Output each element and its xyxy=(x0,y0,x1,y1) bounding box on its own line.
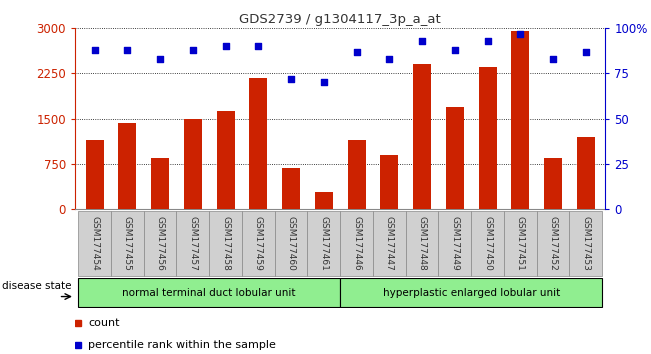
Point xyxy=(220,44,230,49)
Bar xyxy=(570,211,602,276)
Text: GSM177448: GSM177448 xyxy=(417,216,426,271)
Point xyxy=(450,47,460,53)
Bar xyxy=(282,168,300,209)
Point xyxy=(253,44,264,49)
Text: GSM177458: GSM177458 xyxy=(221,216,230,271)
Bar xyxy=(438,211,471,276)
Bar xyxy=(144,211,176,276)
Bar xyxy=(151,158,169,209)
Text: disease state: disease state xyxy=(2,281,72,291)
Bar xyxy=(209,211,242,276)
Bar xyxy=(78,279,340,307)
Bar xyxy=(249,78,268,209)
Bar xyxy=(275,211,307,276)
Text: GSM177449: GSM177449 xyxy=(450,216,459,271)
Point xyxy=(187,47,198,53)
Bar xyxy=(315,192,333,209)
Text: GSM177453: GSM177453 xyxy=(581,216,590,271)
Point xyxy=(89,47,100,53)
Point xyxy=(318,80,329,85)
Bar xyxy=(242,211,275,276)
Bar xyxy=(307,211,340,276)
Bar xyxy=(340,279,602,307)
Bar xyxy=(577,137,595,209)
Point xyxy=(515,31,525,36)
Bar xyxy=(478,67,497,209)
Text: GSM177451: GSM177451 xyxy=(516,216,525,271)
Text: GSM177447: GSM177447 xyxy=(385,216,394,271)
Point xyxy=(122,47,132,53)
Bar xyxy=(504,211,536,276)
Bar xyxy=(118,123,136,209)
Bar xyxy=(348,140,365,209)
Bar xyxy=(217,112,234,209)
Bar xyxy=(176,211,209,276)
Text: GSM177457: GSM177457 xyxy=(188,216,197,271)
Text: percentile rank within the sample: percentile rank within the sample xyxy=(88,339,276,350)
Text: GSM177452: GSM177452 xyxy=(549,216,557,271)
Bar xyxy=(471,211,504,276)
Text: GSM177455: GSM177455 xyxy=(123,216,132,271)
Bar xyxy=(184,119,202,209)
Title: GDS2739 / g1304117_3p_a_at: GDS2739 / g1304117_3p_a_at xyxy=(240,13,441,26)
Text: GSM177460: GSM177460 xyxy=(286,216,296,271)
Text: GSM177446: GSM177446 xyxy=(352,216,361,271)
Bar xyxy=(544,158,562,209)
Bar xyxy=(413,64,431,209)
Bar xyxy=(406,211,438,276)
Bar xyxy=(373,211,406,276)
Text: normal terminal duct lobular unit: normal terminal duct lobular unit xyxy=(122,288,296,298)
Bar xyxy=(511,32,529,209)
Bar xyxy=(85,140,104,209)
Point xyxy=(155,56,165,62)
Text: GSM177459: GSM177459 xyxy=(254,216,263,271)
Text: GSM177450: GSM177450 xyxy=(483,216,492,271)
Text: GSM177454: GSM177454 xyxy=(90,216,99,271)
Bar xyxy=(111,211,144,276)
Point xyxy=(384,56,395,62)
Text: GSM177456: GSM177456 xyxy=(156,216,165,271)
Text: count: count xyxy=(88,318,119,329)
Text: hyperplastic enlarged lobular unit: hyperplastic enlarged lobular unit xyxy=(383,288,560,298)
Bar xyxy=(340,211,373,276)
Point xyxy=(417,38,427,44)
Point xyxy=(482,38,493,44)
Bar xyxy=(78,211,111,276)
Bar xyxy=(446,107,464,209)
Point xyxy=(352,49,362,55)
Point xyxy=(286,76,296,82)
Bar xyxy=(380,155,398,209)
Bar xyxy=(536,211,570,276)
Point xyxy=(581,49,591,55)
Point xyxy=(548,56,559,62)
Text: GSM177461: GSM177461 xyxy=(319,216,328,271)
